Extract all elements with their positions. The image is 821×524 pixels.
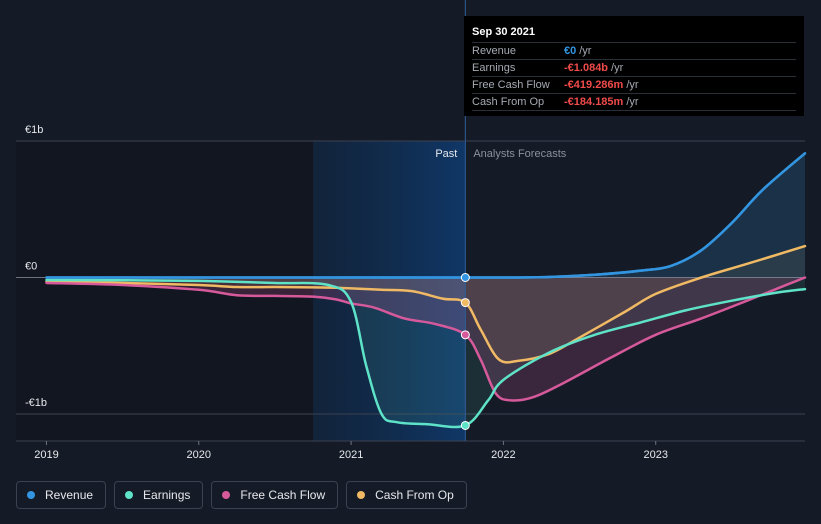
tooltip-row-free-cash-flow: Free Cash Flow -€419.286m /yr (472, 76, 796, 93)
x-tick-label: 2019 (34, 449, 58, 461)
tooltip-row-cash-from-op: Cash From Op -€184.185m /yr (472, 93, 796, 111)
revenue-line-top (46, 152, 806, 279)
tooltip: Sep 30 2021 Revenue €0 /yr Earnings -€1.… (464, 16, 804, 116)
y-tick-label: €0 (25, 261, 37, 273)
tooltip-unit: /yr (626, 79, 639, 91)
tooltip-label: Free Cash Flow (472, 79, 550, 91)
tooltip-unit: /yr (579, 45, 592, 57)
revenue-area (46, 153, 806, 278)
tooltip-value: -€419.286m (564, 79, 624, 91)
earnings-marker (460, 420, 470, 430)
y-tick-label: €1b (25, 124, 43, 136)
free-cash-flow-dot-icon (222, 491, 231, 499)
legend-label: Cash From Op (375, 488, 454, 502)
y-tick-label: -€1b (25, 397, 47, 409)
past-label: Past (435, 148, 457, 160)
legend-label: Earnings (143, 488, 191, 502)
tooltip-row-revenue: Revenue €0 /yr (472, 42, 796, 59)
tooltip-row-earnings: Earnings -€1.084b /yr (472, 59, 796, 76)
earnings-dot-icon (125, 491, 134, 499)
cash-from-op-dot-icon (357, 491, 366, 499)
cash-from-op-line (45, 244, 807, 364)
free-cash-flow-marker (460, 330, 470, 340)
tooltip-unit: /yr (611, 62, 624, 74)
forecast-label: Analysts Forecasts (473, 148, 566, 160)
x-tick-label: 2022 (491, 449, 515, 461)
tooltip-date: Sep 30 2021 (472, 26, 535, 38)
tooltip-value: €0 (564, 45, 577, 57)
tooltip-label: Earnings (472, 62, 516, 74)
tooltip-unit: /yr (626, 96, 639, 108)
x-tick-label: 2020 (187, 449, 211, 461)
cash-from-op-marker (460, 298, 470, 308)
legend-item-earnings[interactable]: Earnings (114, 481, 204, 509)
earnings-area (46, 277, 806, 428)
tooltip-value: -€1.084b (564, 62, 609, 74)
legend-item-free-cash-flow[interactable]: Free Cash Flow (211, 481, 339, 509)
legend: Revenue Earnings Free Cash Flow Cash Fro… (16, 481, 467, 509)
tooltip-label: Cash From Op (472, 96, 545, 108)
legend-label: Revenue (45, 488, 94, 502)
x-tick-label: 2021 (339, 449, 363, 461)
legend-item-revenue[interactable]: Revenue (16, 481, 107, 509)
legend-item-cash-from-op[interactable]: Cash From Op (346, 481, 467, 509)
legend-label: Free Cash Flow (240, 488, 326, 502)
revenue-marker (460, 273, 470, 282)
revenue-dot-icon (27, 491, 35, 499)
free-cash-flow-area (46, 277, 806, 401)
x-tick-label: 2023 (643, 449, 667, 461)
tooltip-label: Revenue (472, 45, 517, 57)
tooltip-value: -€184.185m (564, 96, 624, 108)
earnings-line (45, 278, 807, 429)
past-region (16, 141, 314, 441)
